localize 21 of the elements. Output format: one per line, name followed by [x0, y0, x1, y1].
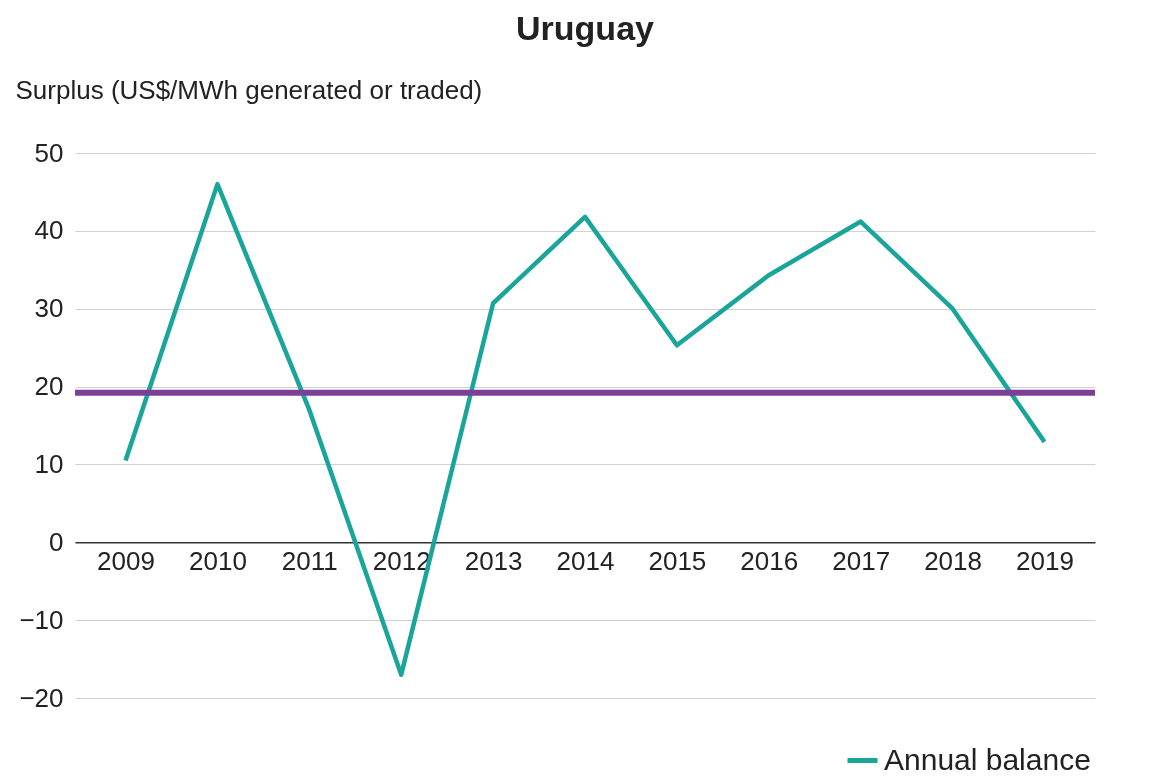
chart-title: Uruguay — [516, 9, 655, 47]
y-tick-label: −20 — [19, 682, 64, 713]
y-tick-label: 10 — [34, 448, 64, 479]
x-tick-label: 2019 — [1016, 545, 1074, 576]
x-tick-label: 2015 — [648, 545, 707, 576]
y-tick-label: 30 — [34, 293, 64, 324]
x-tick-label: 2018 — [924, 545, 982, 576]
x-tick-label: 2010 — [189, 545, 247, 576]
x-tick-label: 2011 — [281, 545, 338, 576]
y-tick-label: −10 — [19, 604, 64, 635]
y-axis-title: Surplus (US$/MWh generated or traded) — [15, 74, 483, 105]
y-tick-label: 20 — [34, 371, 64, 402]
x-tick-label: 2016 — [740, 545, 799, 576]
legend-label: Annual balance — [884, 742, 1091, 776]
y-tick-label: 40 — [34, 215, 64, 246]
x-tick-label: 2009 — [97, 545, 155, 576]
x-tick-label: 2017 — [832, 545, 891, 576]
x-tick-label: 2013 — [464, 545, 523, 576]
x-tick-label: 2014 — [556, 545, 615, 576]
y-tick-label: 50 — [34, 137, 64, 168]
y-tick-label: 0 — [49, 526, 64, 557]
